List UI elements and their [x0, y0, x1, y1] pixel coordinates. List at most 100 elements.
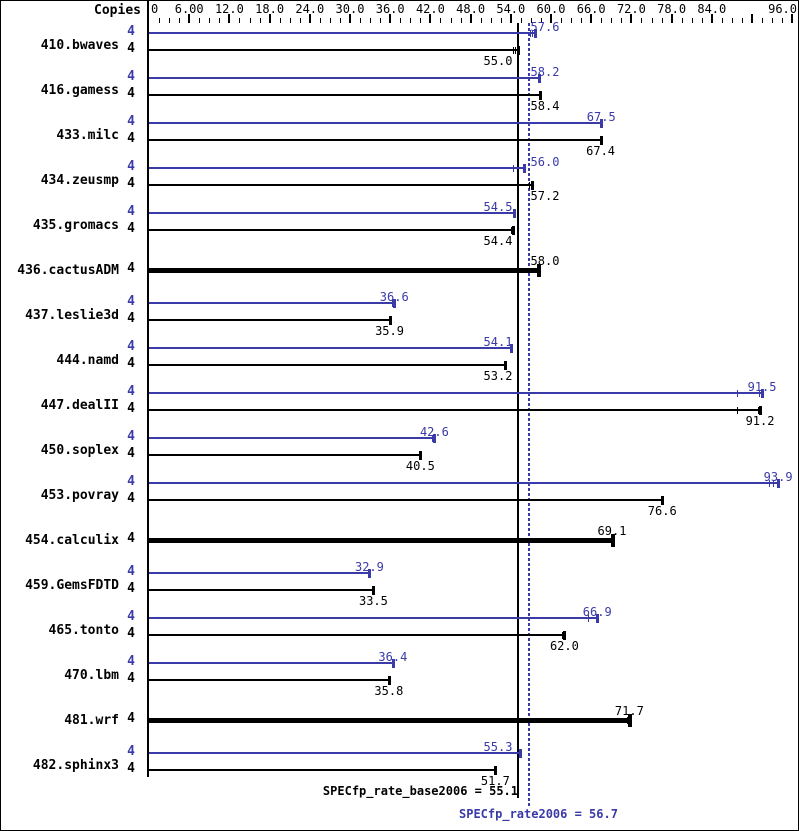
axis-major-tick [710, 14, 713, 23]
453.povray-peak-run-mark [769, 480, 771, 487]
copies-value: 4 [127, 761, 135, 776]
454.calculix-base-value: 69.1 [597, 524, 627, 538]
axis-tick-label-18.0: 18.0 [255, 2, 285, 16]
459.GemsFDTD-base-bar [149, 589, 374, 591]
465.tonto-base-run-mark [561, 632, 563, 639]
copies-value: 4 [127, 474, 135, 489]
433.milc-base-bar [149, 139, 601, 141]
axis-minor-tick [239, 18, 241, 23]
433.milc-base-value: 67.4 [586, 144, 616, 158]
axis-tick-label-30.0: 30.0 [335, 2, 365, 16]
axis-major-tick [509, 14, 512, 23]
470.lbm-base-bar-endcap [387, 676, 391, 685]
benchmark-label-433.milc: 433.milc [56, 128, 119, 143]
axis-minor-tick [249, 18, 251, 23]
benchmark-label-435.gromacs: 435.gromacs [32, 218, 119, 233]
copies-value: 4 [127, 609, 135, 624]
axis-minor-tick [440, 18, 442, 23]
benchmark-label-444.namd: 444.namd [56, 353, 119, 368]
benchmark-label-454.calculix: 454.calculix [25, 533, 119, 548]
481.wrf-base-bar-endcap [628, 714, 633, 727]
axis-minor-tick [179, 18, 181, 23]
copies-value: 4 [127, 131, 135, 146]
axis-minor-tick [782, 18, 784, 23]
axis-tick-label-84.0: 84.0 [697, 2, 727, 16]
410.bwaves-peak-run-mark [532, 30, 534, 37]
437.leslie3d-peak-run-mark [392, 300, 394, 307]
433.milc-peak-value: 67.5 [586, 110, 616, 124]
axis-minor-tick [400, 18, 402, 23]
copies-value: 4 [127, 491, 135, 506]
axis-major-tick [188, 14, 191, 23]
copies-value: 4 [127, 176, 135, 191]
axis-major-tick [349, 14, 351, 23]
447.dealII-base-run-mark [736, 407, 738, 414]
447.dealII-base-value: 91.2 [745, 414, 775, 428]
447.dealII-base-run-mark [758, 407, 760, 414]
axis-minor-tick [159, 18, 161, 23]
copies-value: 4 [127, 531, 135, 546]
482.sphinx3-peak-value: 55.3 [483, 740, 513, 754]
axis-minor-tick [319, 18, 321, 23]
benchmark-label-410.bwaves: 410.bwaves [40, 38, 119, 53]
axis-minor-tick [721, 18, 723, 23]
450.soplex-peak-run-mark [432, 435, 434, 442]
481.wrf-base-value: 71.7 [614, 704, 644, 718]
470.lbm-peak-bar [149, 662, 393, 664]
434.zeusmp-peak-run-mark [512, 165, 514, 172]
444.namd-base-bar-endcap [504, 361, 508, 370]
axis-tick-label-0: 0 [151, 2, 159, 16]
410.bwaves-base-run-mark [513, 47, 515, 54]
axis-major-tick [751, 14, 753, 23]
benchmark-label-437.leslie3d: 437.leslie3d [25, 308, 119, 323]
axis-major-tick [308, 14, 311, 23]
copies-value: 4 [127, 294, 135, 309]
444.namd-base-value: 53.2 [483, 369, 513, 383]
459.GemsFDTD-peak-bar-endcap [368, 569, 372, 578]
copies-value: 4 [127, 204, 135, 219]
axis-minor-tick [681, 18, 683, 23]
450.soplex-base-bar-endcap [419, 451, 423, 460]
434.zeusmp-base-run-mark [530, 182, 532, 189]
410.bwaves-base-run-mark [515, 47, 517, 54]
axis-minor-tick [621, 18, 623, 23]
axis-tick-label-72.0: 72.0 [616, 2, 646, 16]
axis-major-tick [670, 14, 673, 23]
459.GemsFDTD-peak-value: 32.9 [354, 560, 384, 574]
435.gromacs-base-bar [149, 229, 514, 231]
450.soplex-peak-bar [149, 437, 435, 439]
axis-major-tick [469, 14, 472, 23]
axis-minor-tick [772, 18, 774, 23]
435.gromacs-peak-value: 54.5 [483, 200, 513, 214]
axis-minor-tick [701, 18, 703, 23]
453.povray-peak-run-mark [773, 480, 775, 487]
axis-minor-tick [279, 18, 281, 23]
axis-tick-label-78.0: 78.0 [657, 2, 687, 16]
437.leslie3d-peak-value: 36.6 [379, 290, 409, 304]
416.gamess-peak-value: 58.2 [530, 65, 560, 79]
mean-peak-line [527, 23, 530, 807]
benchmark-label-447.dealII: 447.dealII [40, 398, 119, 413]
433.milc-peak-bar [149, 122, 602, 124]
435.gromacs-base-bar-endcap [512, 226, 516, 235]
437.leslie3d-base-bar-endcap [388, 316, 392, 325]
447.dealII-base-bar-endcap [759, 406, 763, 415]
copies-value: 4 [127, 86, 135, 101]
axis-minor-tick [651, 18, 653, 23]
444.namd-base-bar [149, 364, 506, 366]
437.leslie3d-peak-bar [149, 302, 395, 304]
axis-minor-tick [530, 18, 532, 23]
benchmark-label-459.GemsFDTD: 459.GemsFDTD [25, 578, 119, 593]
416.gamess-peak-bar [149, 77, 539, 79]
434.zeusmp-peak-value: 56.0 [530, 155, 560, 169]
benchmark-label-436.cactusADM: 436.cactusADM [17, 263, 119, 278]
axis-major-tick [791, 14, 794, 23]
copies-value: 4 [127, 384, 135, 399]
copies-value: 4 [127, 24, 135, 39]
copies-value: 4 [127, 429, 135, 444]
434.zeusmp-base-run-mark [528, 182, 530, 189]
copies-value: 4 [127, 401, 135, 416]
axis-minor-tick [289, 18, 291, 23]
447.dealII-peak-bar [149, 392, 763, 394]
482.sphinx3-base-bar-endcap [494, 766, 498, 775]
